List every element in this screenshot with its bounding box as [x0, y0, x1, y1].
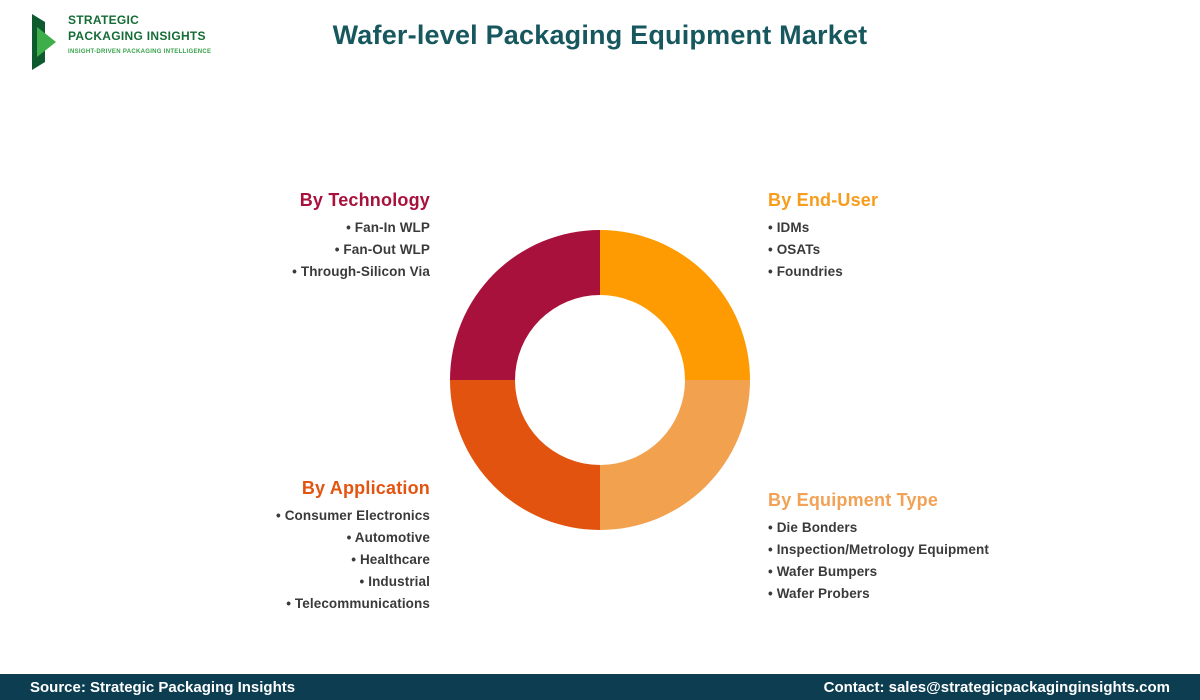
donut-quadrant-top-right — [600, 230, 750, 380]
donut-quadrant-bottom-left — [450, 380, 600, 530]
segment-heading-application: By Application — [301, 478, 430, 498]
list-item: Automotive — [90, 530, 430, 545]
list-item: OSATs — [768, 242, 1108, 257]
logo-arrow-icon — [32, 14, 56, 70]
logo-tagline: INSIGHT-DRIVEN PACKAGING INTELLIGENCE — [68, 49, 212, 56]
segment-list-equipment-type: Die Bonders Inspection/Metrology Equipme… — [768, 520, 1108, 601]
donut-chart — [450, 230, 750, 530]
brand-logo: STRATEGIC PACKAGING INSIGHTS INSIGHT-DRI… — [30, 13, 211, 71]
list-item: Healthcare — [90, 552, 430, 567]
list-item: Wafer Probers — [768, 586, 1108, 601]
list-item: Fan-In WLP — [90, 220, 430, 235]
segment-by-equipment-type: By Equipment Type Die Bonders Inspection… — [768, 490, 1108, 608]
logo-name-line2: PACKAGING INSIGHTS — [68, 28, 206, 43]
segment-list-end-user: IDMs OSATs Foundries — [768, 220, 1108, 279]
segment-by-application: By Application Consumer Electronics Auto… — [90, 478, 430, 618]
list-item: Consumer Electronics — [90, 508, 430, 523]
footer-contact-text: Contact: sales@strategicpackaginginsight… — [823, 678, 1170, 696]
footer-source-text: Source: Strategic Packaging Insights — [30, 678, 296, 696]
segment-heading-technology: By Technology — [299, 190, 430, 210]
segment-list-technology: Fan-In WLP Fan-Out WLP Through-Silicon V… — [90, 220, 430, 279]
footer-bar: Source: Strategic Packaging Insights Con… — [0, 674, 1200, 700]
segment-heading-end-user: By End-User — [768, 190, 879, 210]
list-item: Fan-Out WLP — [90, 242, 430, 257]
list-item: Die Bonders — [768, 520, 1108, 535]
segment-by-technology: By Technology Fan-In WLP Fan-Out WLP Thr… — [90, 190, 430, 286]
donut-quadrant-top-left — [450, 230, 600, 380]
donut-quadrant-bottom-right — [600, 380, 750, 530]
segment-by-end-user: By End-User IDMs OSATs Foundries — [768, 190, 1108, 286]
segment-list-application: Consumer Electronics Automotive Healthca… — [90, 508, 430, 611]
list-item: Industrial — [90, 574, 430, 589]
page-title: Wafer-level Packaging Equipment Market — [332, 20, 868, 50]
list-item: Foundries — [768, 264, 1108, 279]
list-item: Wafer Bumpers — [768, 564, 1108, 579]
logo-text: STRATEGIC PACKAGING INSIGHTS INSIGHT-DRI… — [68, 13, 211, 55]
logo-name-line1: STRATEGIC — [68, 13, 140, 27]
list-item: Inspection/Metrology Equipment — [768, 542, 1108, 557]
list-item: Through-Silicon Via — [90, 264, 430, 279]
list-item: IDMs — [768, 220, 1108, 235]
segment-heading-equipment-type: By Equipment Type — [768, 490, 939, 510]
list-item: Telecommunications — [90, 596, 430, 611]
